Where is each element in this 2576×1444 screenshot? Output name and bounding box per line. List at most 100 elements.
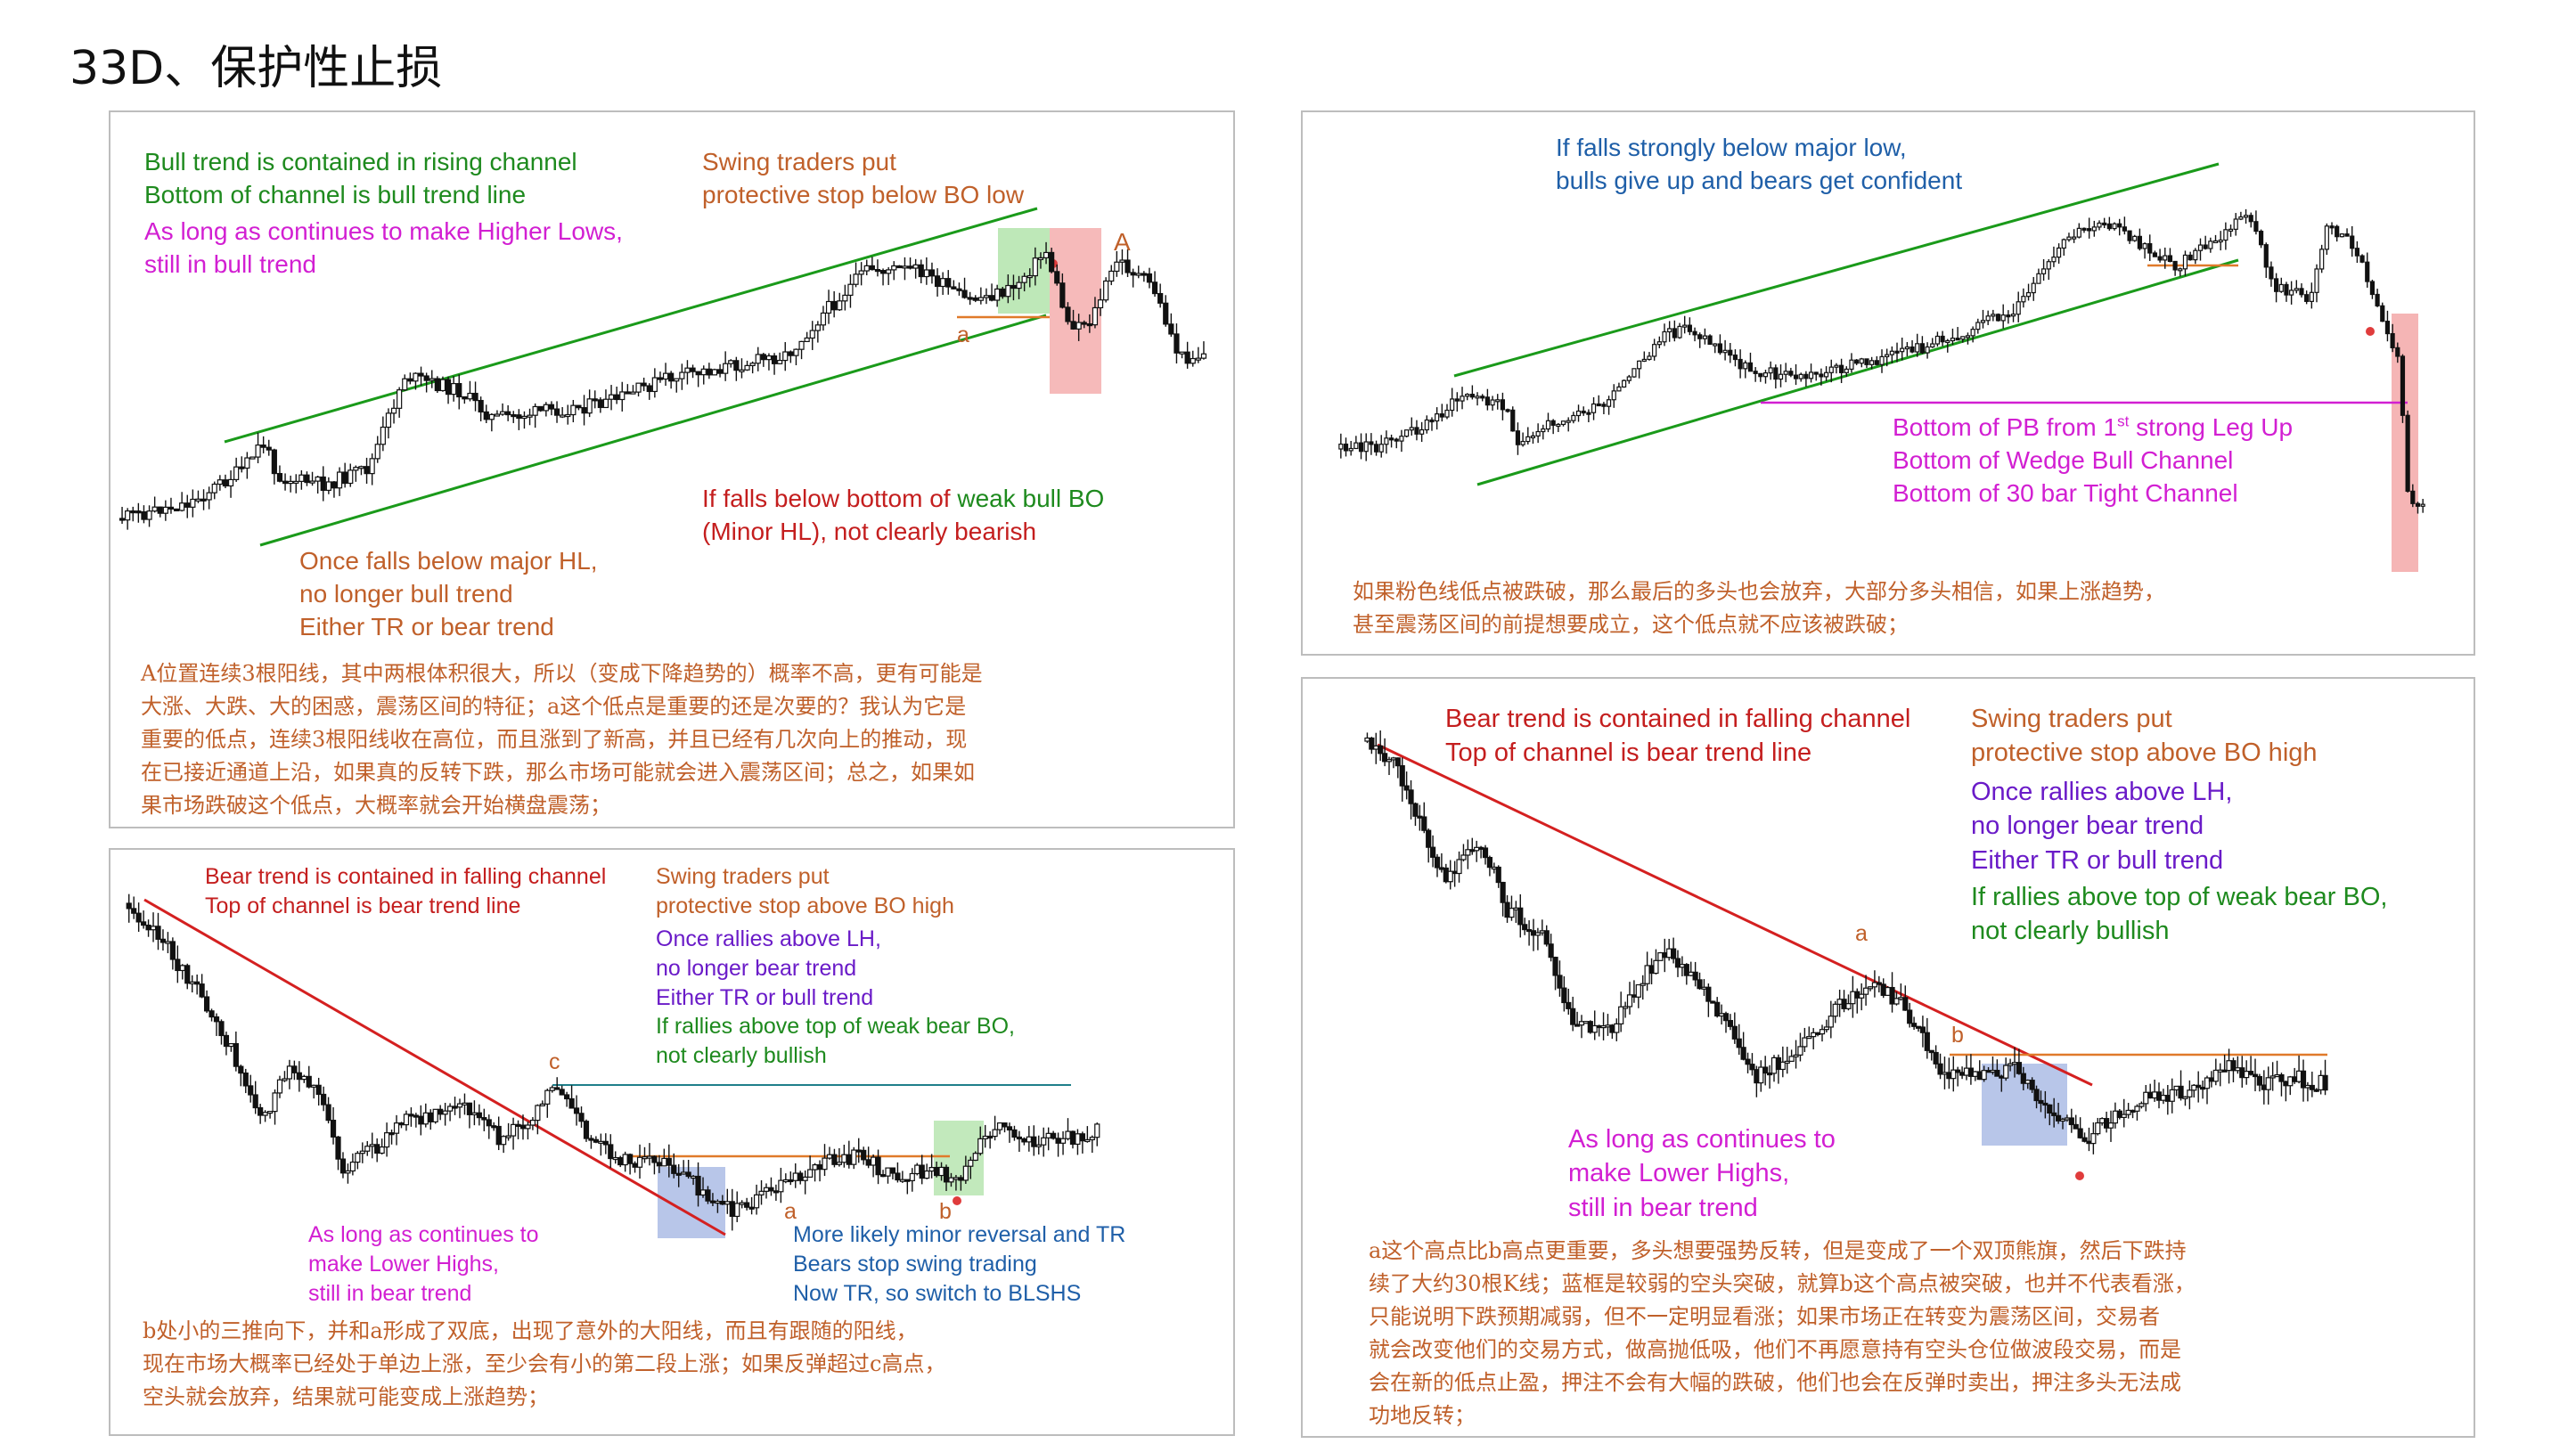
weak-bo-note: If falls below bottom of weak bull BO (M… — [702, 483, 1104, 549]
candle-bear — [2117, 223, 2122, 228]
candle-bull — [2025, 291, 2032, 298]
candle-bull — [1460, 396, 1465, 402]
candle-bear — [2263, 244, 2269, 268]
candle-bear — [1059, 282, 1066, 308]
candlesticks-bear-left — [126, 893, 1100, 1231]
candle-bear — [1985, 1070, 1991, 1073]
candle-bear — [2304, 294, 2310, 302]
candle-bull — [1666, 948, 1672, 959]
candle-bear — [203, 996, 210, 1012]
candle-bear — [2038, 1099, 2044, 1105]
candle-bull — [853, 273, 859, 285]
candle-bull — [2204, 1077, 2211, 1089]
candle-bear — [2164, 1095, 2171, 1102]
candle-bear — [223, 1034, 230, 1048]
candle-bull — [820, 312, 827, 326]
candle-bull — [2011, 1062, 2018, 1065]
candle-bear — [646, 385, 652, 393]
candle-bull — [1495, 399, 1501, 403]
candle-bull — [2010, 314, 2016, 317]
candle-bull — [2235, 1067, 2241, 1072]
candle-bull — [681, 1171, 687, 1175]
candle-bear — [2055, 1114, 2062, 1122]
candle-bull — [527, 414, 533, 418]
candle-bull — [763, 1187, 770, 1192]
candle-bull — [380, 426, 386, 445]
candle-bull — [2212, 1069, 2219, 1082]
candle-bull — [1972, 1071, 1978, 1077]
candle-bull — [2021, 296, 2026, 303]
candle-bull — [2112, 223, 2117, 230]
candle-bear — [271, 449, 277, 475]
candle-bull — [1885, 354, 1890, 357]
candle-bear — [2068, 1117, 2074, 1126]
candle-bull — [345, 1170, 351, 1174]
candle-bear — [1697, 334, 1703, 339]
candle-bull — [262, 1112, 268, 1116]
break-marker — [2075, 1171, 2084, 1180]
candle-bull — [728, 360, 734, 364]
candle-bear — [1051, 1132, 1057, 1139]
lower-highs-line-3: still in bear trend — [1568, 1193, 1758, 1222]
candle-bull — [2000, 314, 2006, 322]
candle-bear — [516, 414, 522, 420]
candle-bear — [583, 1121, 590, 1139]
candle-bull — [2318, 1074, 2324, 1090]
candle-bear — [126, 902, 132, 910]
candle-bear — [1907, 1009, 1913, 1024]
candle-bear — [548, 404, 555, 410]
candle-bull — [393, 1122, 400, 1134]
candlesticks-bull — [119, 241, 1207, 530]
candle-bear — [1394, 757, 1401, 767]
candle-bear — [1530, 930, 1537, 936]
candle-bull — [2036, 273, 2041, 284]
candle-bull — [646, 1155, 653, 1159]
candle-bear — [141, 511, 147, 520]
channel-top-line — [224, 207, 1038, 444]
candle-bull — [1475, 396, 1480, 399]
candle-bear — [593, 1138, 599, 1143]
candle-bull — [2061, 239, 2066, 249]
zh-line: 只能说明下跌预期减弱，但不一定明显看涨；如果市场正在转变为震荡区间，交易者 — [1369, 1304, 2160, 1329]
candle-bear — [2188, 254, 2193, 261]
candle-bull — [1942, 1072, 1948, 1075]
candle-bear — [2137, 235, 2142, 249]
candle-bear — [276, 472, 283, 482]
candle-bull — [2016, 301, 2021, 315]
candle-bull — [1084, 1138, 1091, 1143]
candle-bear — [1919, 1026, 1926, 1033]
candle-bull — [1963, 1067, 1970, 1076]
weak-bear-line-2: not clearly bullish — [1971, 917, 2170, 946]
candle-bear — [1662, 951, 1668, 959]
candle-bear — [1773, 367, 1779, 380]
candle-bear — [1443, 867, 1449, 883]
weak-bo-text-1: If falls below bottom of — [702, 485, 951, 512]
candle-bear — [1369, 441, 1374, 445]
weak-bear-line-2: not clearly bullish — [656, 1043, 827, 1068]
candle-bear — [1586, 412, 1591, 415]
candle-bear — [2405, 414, 2410, 492]
candle-bear — [2122, 226, 2127, 232]
candle-bull — [1647, 355, 1652, 361]
candle-bear — [2081, 227, 2087, 231]
candle-bear — [1124, 259, 1131, 273]
candle-bear — [1727, 1020, 1734, 1027]
candle-bear — [260, 445, 266, 448]
candle-bull — [2187, 1089, 2193, 1097]
candle-bear — [248, 1085, 254, 1096]
panel2-chinese-commentary: 如果粉色线低点被跌破，那么最后的多头也会放弃，大部分多头相信，如果上涨趋势， 甚… — [1353, 575, 2165, 641]
zh-line: 功地反转； — [1369, 1403, 1476, 1428]
candle-bear — [706, 368, 712, 376]
candle-bear — [157, 506, 163, 514]
candle-bull — [2163, 255, 2168, 261]
candle-bear — [1429, 846, 1436, 858]
candle-bull — [612, 1156, 618, 1161]
candle-bull — [739, 1202, 745, 1205]
candle-bear — [2102, 222, 2107, 226]
candle-bear — [1421, 816, 1427, 831]
candle-bull — [1026, 1136, 1032, 1143]
candle-bear — [831, 300, 838, 311]
major-hl-line-1: Once falls below major HL, — [299, 547, 598, 575]
candle-bear — [428, 1112, 434, 1122]
candle-bull — [162, 506, 168, 514]
